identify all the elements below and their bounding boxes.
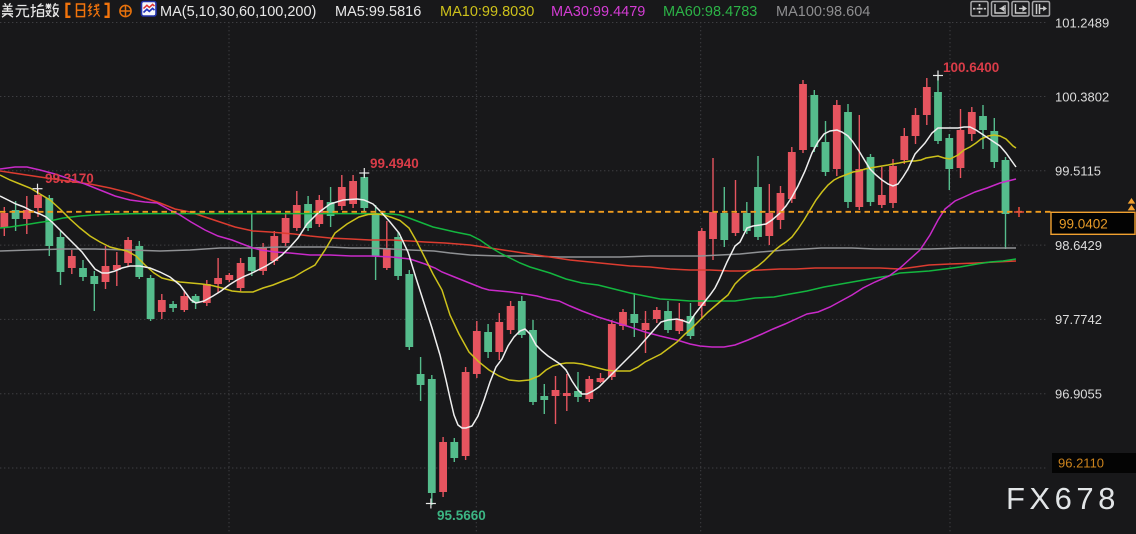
svg-text:99.5115: 99.5115 bbox=[1055, 164, 1101, 179]
svg-text:99.0402: 99.0402 bbox=[1059, 217, 1108, 232]
svg-text:MA5:99.5816: MA5:99.5816 bbox=[335, 4, 421, 20]
svg-text:MA60:98.4783: MA60:98.4783 bbox=[663, 4, 757, 20]
svg-text:98.6429: 98.6429 bbox=[1055, 238, 1102, 253]
svg-text:96.2110: 96.2110 bbox=[1058, 456, 1104, 471]
svg-text:99.3170: 99.3170 bbox=[45, 171, 94, 186]
svg-text:96.9055: 96.9055 bbox=[1055, 386, 1102, 401]
svg-text:101.2489: 101.2489 bbox=[1055, 16, 1109, 31]
svg-text:MA100:98.604: MA100:98.604 bbox=[776, 4, 870, 20]
svg-text:MA30:99.4479: MA30:99.4479 bbox=[551, 4, 645, 20]
svg-text:99.4940: 99.4940 bbox=[370, 156, 419, 171]
svg-text:MA(5,10,30,60,100,200): MA(5,10,30,60,100,200) bbox=[160, 4, 316, 20]
svg-text:95.5660: 95.5660 bbox=[437, 508, 486, 523]
svg-text:100.6400: 100.6400 bbox=[943, 60, 999, 75]
svg-text:FX678: FX678 bbox=[1006, 481, 1120, 516]
svg-text:97.7742: 97.7742 bbox=[1055, 312, 1102, 327]
svg-text:100.3802: 100.3802 bbox=[1055, 90, 1109, 105]
svg-text:MA10:99.8030: MA10:99.8030 bbox=[440, 4, 534, 20]
